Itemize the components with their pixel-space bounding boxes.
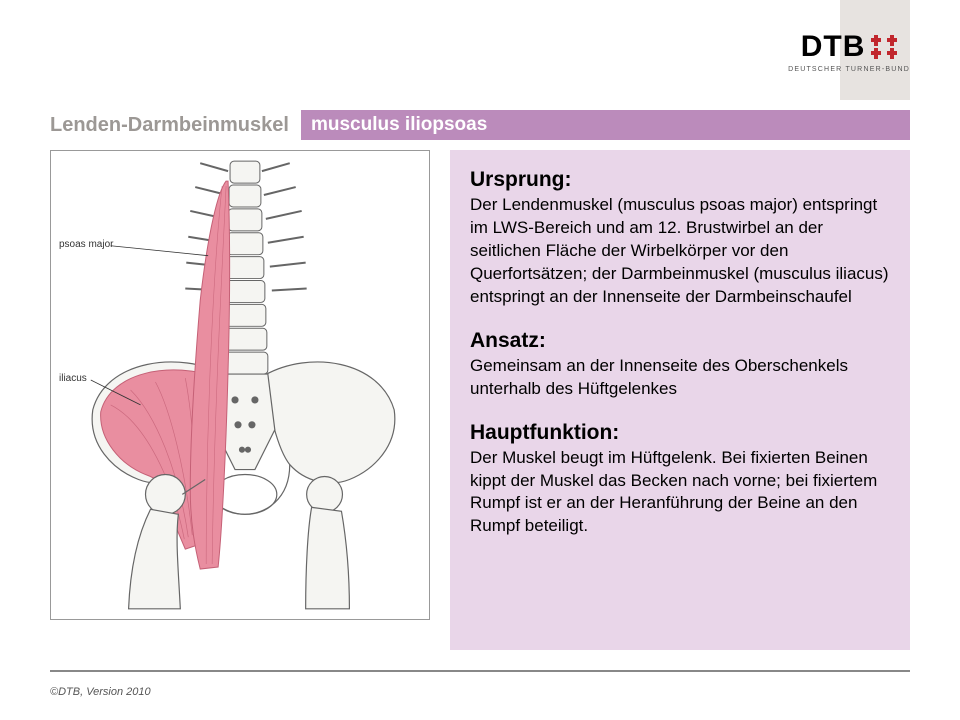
ursprung-body: Der Lendenmuskel (musculus psoas major) … [470, 194, 890, 309]
ansatz-body: Gemeinsam an der Innenseite des Obersche… [470, 355, 890, 401]
section-ursprung: Ursprung: Der Lendenmuskel (musculus pso… [470, 168, 890, 309]
label-iliacus: iliacus [59, 373, 87, 384]
content-area: psoas major iliacus Ursprung: Der Lenden… [50, 150, 910, 650]
copyright: ©DTB, Version 2010 [50, 686, 151, 698]
dtb-logo: DTB DEUTSCHER TURNER-BUND [788, 30, 910, 73]
label-psoas-major: psoas major [59, 239, 113, 250]
hauptfunktion-title: Hauptfunktion: [470, 421, 890, 445]
hauptfunktion-body: Der Muskel beugt im Hüftgelenk. Bei fixi… [470, 447, 890, 539]
section-hauptfunktion: Hauptfunktion: Der Muskel beugt im Hüftg… [470, 421, 890, 539]
title-left: Lenden-Darmbeinmuskel [50, 110, 301, 140]
section-ansatz: Ansatz: Gemeinsam an der Innenseite des … [470, 329, 890, 401]
logo-subtitle: DEUTSCHER TURNER-BUND [788, 66, 910, 73]
ursprung-title: Ursprung: [470, 168, 890, 192]
logo-text: DTB [801, 30, 866, 64]
logo-cross-icon [871, 34, 897, 60]
text-panel: Ursprung: Der Lendenmuskel (musculus pso… [450, 150, 910, 650]
title-bar: musculus iliopsoas [301, 110, 910, 140]
anatomy-illustration: psoas major iliacus [50, 150, 430, 620]
title-row: Lenden-Darmbeinmuskel musculus iliopsoas [50, 110, 910, 140]
ansatz-title: Ansatz: [470, 329, 890, 353]
title-latin: musculus iliopsoas [311, 114, 487, 136]
footer-line [50, 670, 910, 672]
